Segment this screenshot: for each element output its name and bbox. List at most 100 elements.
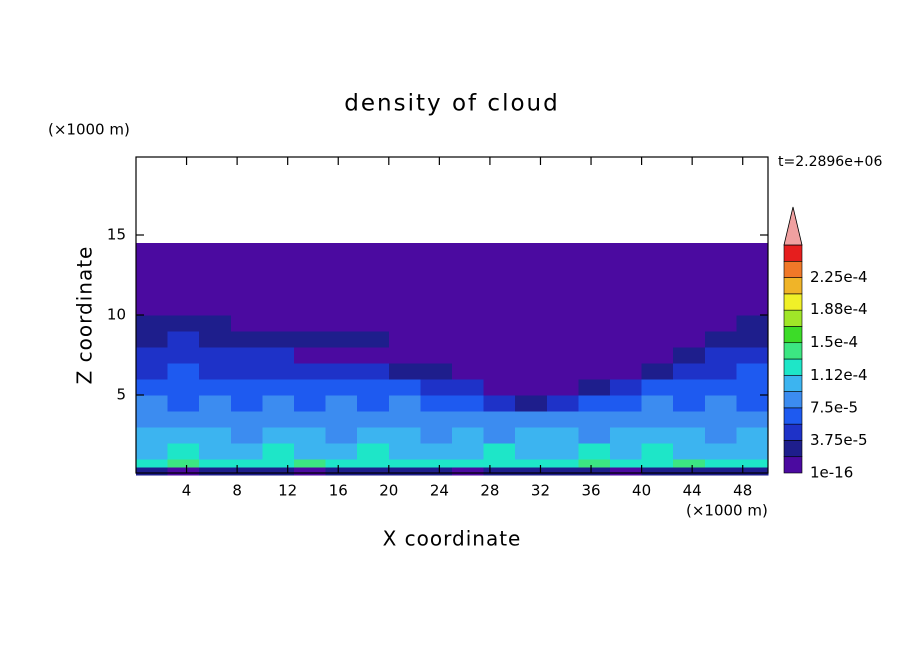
field-cell bbox=[230, 243, 263, 316]
field-cell bbox=[294, 379, 327, 396]
field-cell bbox=[578, 443, 611, 460]
field-cell bbox=[136, 363, 169, 380]
field-cell bbox=[388, 315, 421, 332]
field-cell bbox=[294, 395, 327, 412]
field-cell bbox=[610, 331, 643, 348]
field-cell bbox=[515, 331, 548, 348]
field-cell bbox=[262, 443, 295, 460]
field-cell bbox=[736, 427, 769, 444]
field-cell bbox=[357, 467, 390, 476]
field-cell bbox=[167, 459, 200, 468]
chart-title: density of cloud bbox=[344, 91, 559, 117]
field-cell bbox=[515, 379, 548, 396]
colorbar-box bbox=[783, 391, 803, 409]
field-cell bbox=[136, 243, 169, 316]
field-cell bbox=[325, 459, 358, 468]
field-cell bbox=[199, 315, 232, 332]
x-tick-label: 4 bbox=[182, 482, 192, 500]
field-cell bbox=[420, 411, 453, 428]
field-cell bbox=[483, 443, 516, 460]
field-cell bbox=[388, 459, 421, 468]
field-cell bbox=[136, 411, 169, 428]
field-cell bbox=[546, 459, 579, 468]
field-cell bbox=[673, 315, 706, 332]
field-cell bbox=[452, 427, 485, 444]
field-cell bbox=[199, 347, 232, 364]
field-cell bbox=[641, 243, 674, 316]
field-cell bbox=[515, 467, 548, 476]
field-cell bbox=[357, 243, 390, 316]
field-cell bbox=[136, 427, 169, 444]
field-cell bbox=[325, 331, 358, 348]
field-cell bbox=[325, 443, 358, 460]
field-cell bbox=[483, 427, 516, 444]
colorbar-box bbox=[783, 423, 803, 441]
field-cell bbox=[483, 411, 516, 428]
field-cell bbox=[452, 363, 485, 380]
x-unit: (×1000 m) bbox=[686, 502, 768, 520]
field-cell bbox=[420, 443, 453, 460]
field-cell bbox=[546, 467, 579, 476]
field-cell bbox=[199, 443, 232, 460]
x-tick-label: 12 bbox=[278, 482, 297, 500]
field-cell bbox=[294, 411, 327, 428]
field-cell bbox=[736, 363, 769, 380]
field-cell bbox=[673, 395, 706, 412]
field-cell bbox=[704, 443, 737, 460]
field-cell bbox=[452, 411, 485, 428]
field-cell bbox=[262, 459, 295, 468]
field-cell bbox=[420, 347, 453, 364]
y-tick-label: 15 bbox=[107, 226, 126, 244]
field-cell bbox=[673, 467, 706, 476]
field-cell bbox=[578, 467, 611, 476]
field-cell bbox=[357, 331, 390, 348]
field-cell bbox=[136, 379, 169, 396]
field-cell bbox=[546, 331, 579, 348]
colorbar-box bbox=[783, 440, 803, 458]
x-tick-label: 48 bbox=[733, 482, 752, 500]
field-cell bbox=[736, 459, 769, 468]
field-cell bbox=[294, 315, 327, 332]
field-cell bbox=[546, 363, 579, 380]
field-cell bbox=[230, 379, 263, 396]
field-cell bbox=[136, 315, 169, 332]
field-cell bbox=[167, 315, 200, 332]
field-cell bbox=[230, 459, 263, 468]
x-tick-label: 20 bbox=[379, 482, 398, 500]
field-cell bbox=[388, 331, 421, 348]
field-cell bbox=[167, 363, 200, 380]
field-cell bbox=[483, 347, 516, 364]
field-cell bbox=[136, 395, 169, 412]
x-tick-label: 28 bbox=[480, 482, 499, 500]
field-cell bbox=[167, 379, 200, 396]
field-cell bbox=[325, 379, 358, 396]
field-cell bbox=[199, 243, 232, 316]
colorbar-box bbox=[783, 326, 803, 344]
field-cell bbox=[230, 347, 263, 364]
field-cell bbox=[357, 379, 390, 396]
colorbar-tick-label: 1.12e-4 bbox=[810, 366, 868, 384]
field-cell bbox=[610, 379, 643, 396]
field-cell bbox=[230, 411, 263, 428]
field-cell bbox=[610, 443, 643, 460]
field-cell bbox=[388, 243, 421, 316]
field-cell bbox=[294, 347, 327, 364]
field-cell bbox=[452, 467, 485, 476]
field-cell bbox=[167, 427, 200, 444]
field-cell bbox=[641, 443, 674, 460]
field-cell bbox=[673, 443, 706, 460]
field-cell bbox=[673, 363, 706, 380]
field-cell bbox=[483, 459, 516, 468]
field-cell bbox=[515, 395, 548, 412]
field-cell bbox=[610, 467, 643, 476]
field-cell bbox=[420, 395, 453, 412]
field-cell bbox=[199, 427, 232, 444]
field-cell bbox=[230, 395, 263, 412]
field-cell bbox=[704, 331, 737, 348]
field-cell bbox=[357, 347, 390, 364]
x-tick-label: 32 bbox=[531, 482, 550, 500]
field-cell bbox=[641, 363, 674, 380]
field-cell bbox=[515, 363, 548, 380]
field-cell bbox=[673, 331, 706, 348]
x-tick-label: 24 bbox=[430, 482, 449, 500]
